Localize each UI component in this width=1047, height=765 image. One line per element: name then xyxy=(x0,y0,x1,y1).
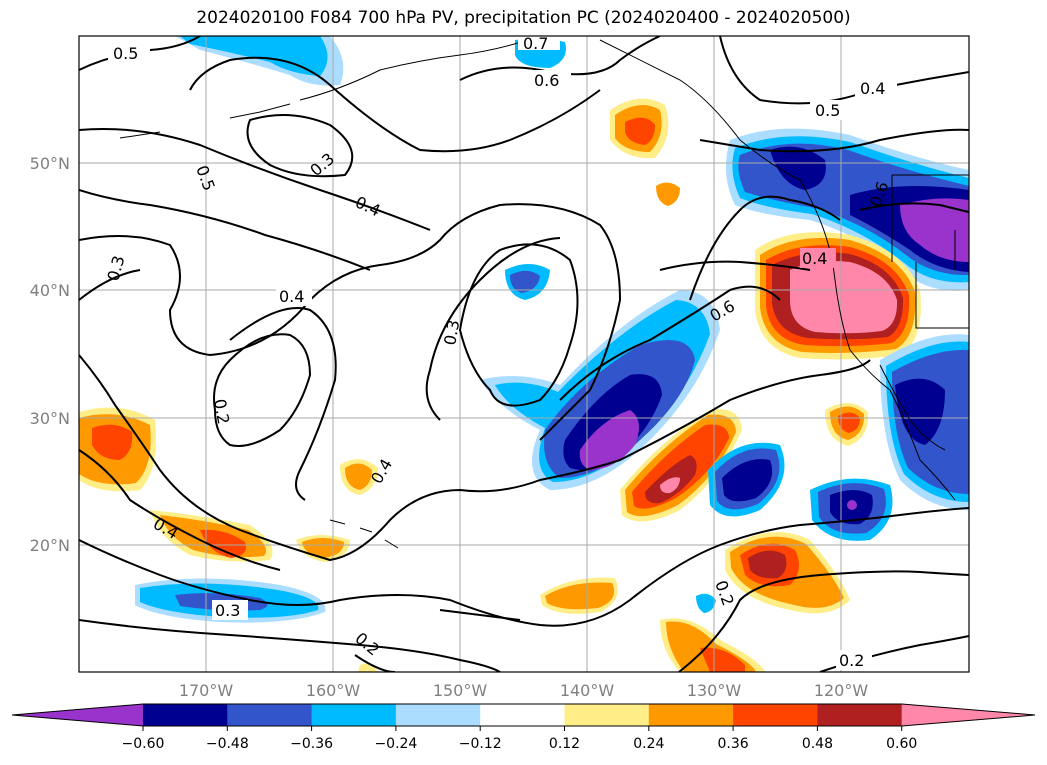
lon-label-120w: 120°W xyxy=(814,681,869,700)
lon-label-170w: 170°W xyxy=(179,681,234,700)
contour-label-bg xyxy=(855,78,897,98)
colorbar-tick-label: 0.36 xyxy=(718,736,749,752)
colorbar-segment xyxy=(395,704,481,726)
precip-blob xyxy=(847,500,857,510)
contour-label-bg xyxy=(212,600,248,620)
lon-label-160w: 160°W xyxy=(306,681,361,700)
lon-label-130w: 130°W xyxy=(687,681,742,700)
lon-label-140w: 140°W xyxy=(560,681,615,700)
colorbar-segment xyxy=(143,704,228,726)
precip-blob xyxy=(748,550,787,579)
contour-label: 0.4 xyxy=(279,287,304,306)
contour-label-bg xyxy=(529,70,571,90)
contour-label: 0.5 xyxy=(815,101,840,120)
contour-label-bg xyxy=(518,36,560,50)
colorbar-tick-label: 0.48 xyxy=(802,736,833,752)
precip-blob xyxy=(790,261,898,334)
contour-label: 0.3 xyxy=(440,318,463,346)
precip-blob xyxy=(579,410,639,470)
colorbar-segment xyxy=(733,704,818,726)
precip-blob xyxy=(722,459,773,502)
page-title: 2024020100 F084 700 hPa PV, precipitatio… xyxy=(196,8,851,28)
precip-blob xyxy=(200,529,247,558)
contour-label: 0.2 xyxy=(210,397,233,425)
colorbar-segment xyxy=(480,704,565,726)
contour-label: 0.4 xyxy=(802,249,827,268)
colorbar-extend-high xyxy=(901,704,1035,726)
contour-label-bg xyxy=(800,248,836,268)
precip-blob xyxy=(900,198,969,262)
contour-label-bg xyxy=(810,100,852,120)
precip-blob xyxy=(660,477,680,494)
colorbar-tick-label: 0.60 xyxy=(886,736,917,752)
lat-labels: 50°N 40°N 30°N 20°N xyxy=(30,154,70,555)
precip-blob xyxy=(625,117,655,145)
colorbar-segment xyxy=(227,704,313,726)
precip-blob xyxy=(510,270,540,293)
colorbar-segment xyxy=(648,704,734,726)
lon-label-150w: 150°W xyxy=(433,681,488,700)
precip-blob xyxy=(770,146,826,190)
colorbar-tick-label: −0.60 xyxy=(122,736,165,752)
colorbar-segment xyxy=(564,704,650,726)
precip-blob xyxy=(696,593,716,613)
precip-blob xyxy=(545,582,615,610)
lat-label-30n: 30°N xyxy=(30,409,70,428)
contour-label-bg xyxy=(108,43,150,63)
colorbar-tick-label: −0.48 xyxy=(206,736,249,752)
colorbar-tick-label: −0.24 xyxy=(374,736,417,752)
colorbar-tick-label: 0.12 xyxy=(549,736,580,752)
contour-label: 0.7 xyxy=(523,34,548,53)
precip-blob xyxy=(92,424,133,460)
precip-blob xyxy=(656,182,680,206)
contour-label: 0.3 xyxy=(215,601,240,620)
colorbar-tick-label: −0.36 xyxy=(290,736,333,752)
precipitation-fields xyxy=(79,36,969,672)
colorbar-tick-label: −0.12 xyxy=(459,736,502,752)
colorbar-tick-label: 0.24 xyxy=(633,736,664,752)
map-content: 0.5 0.7 0.6 0.4 0.5 0.3 0.5 0.4 0.3 0.4 … xyxy=(79,34,969,672)
precip-blob xyxy=(180,36,328,76)
lat-label-50n: 50°N xyxy=(30,154,70,173)
map-border xyxy=(78,35,970,673)
contour-label-bg xyxy=(276,286,312,306)
gridlines xyxy=(79,36,969,672)
colorbar: −0.60 −0.48 −0.36 −0.24 −0.12 0.12 0.24 0.36 0.4… xyxy=(11,703,1036,752)
contour-label-bg xyxy=(836,650,872,670)
contour-label: 0.5 xyxy=(113,44,138,63)
precip-blob xyxy=(358,663,378,672)
lat-label-40n: 40°N xyxy=(30,281,70,300)
pv-contours xyxy=(79,36,969,672)
colorbar-extend-low xyxy=(12,704,143,726)
precip-blob xyxy=(700,647,745,672)
colorbar-segment xyxy=(817,704,903,726)
lon-labels: 170°W 160°W 150°W 140°W 130°W 120°W xyxy=(179,681,869,700)
colorbar-segment xyxy=(311,704,397,726)
contour-label: 0.6 xyxy=(534,71,559,90)
lat-label-20n: 20°N xyxy=(30,536,70,555)
contour-label: 0.2 xyxy=(839,651,864,670)
contour-label: 0.4 xyxy=(860,79,885,98)
precip-blob xyxy=(345,463,372,490)
